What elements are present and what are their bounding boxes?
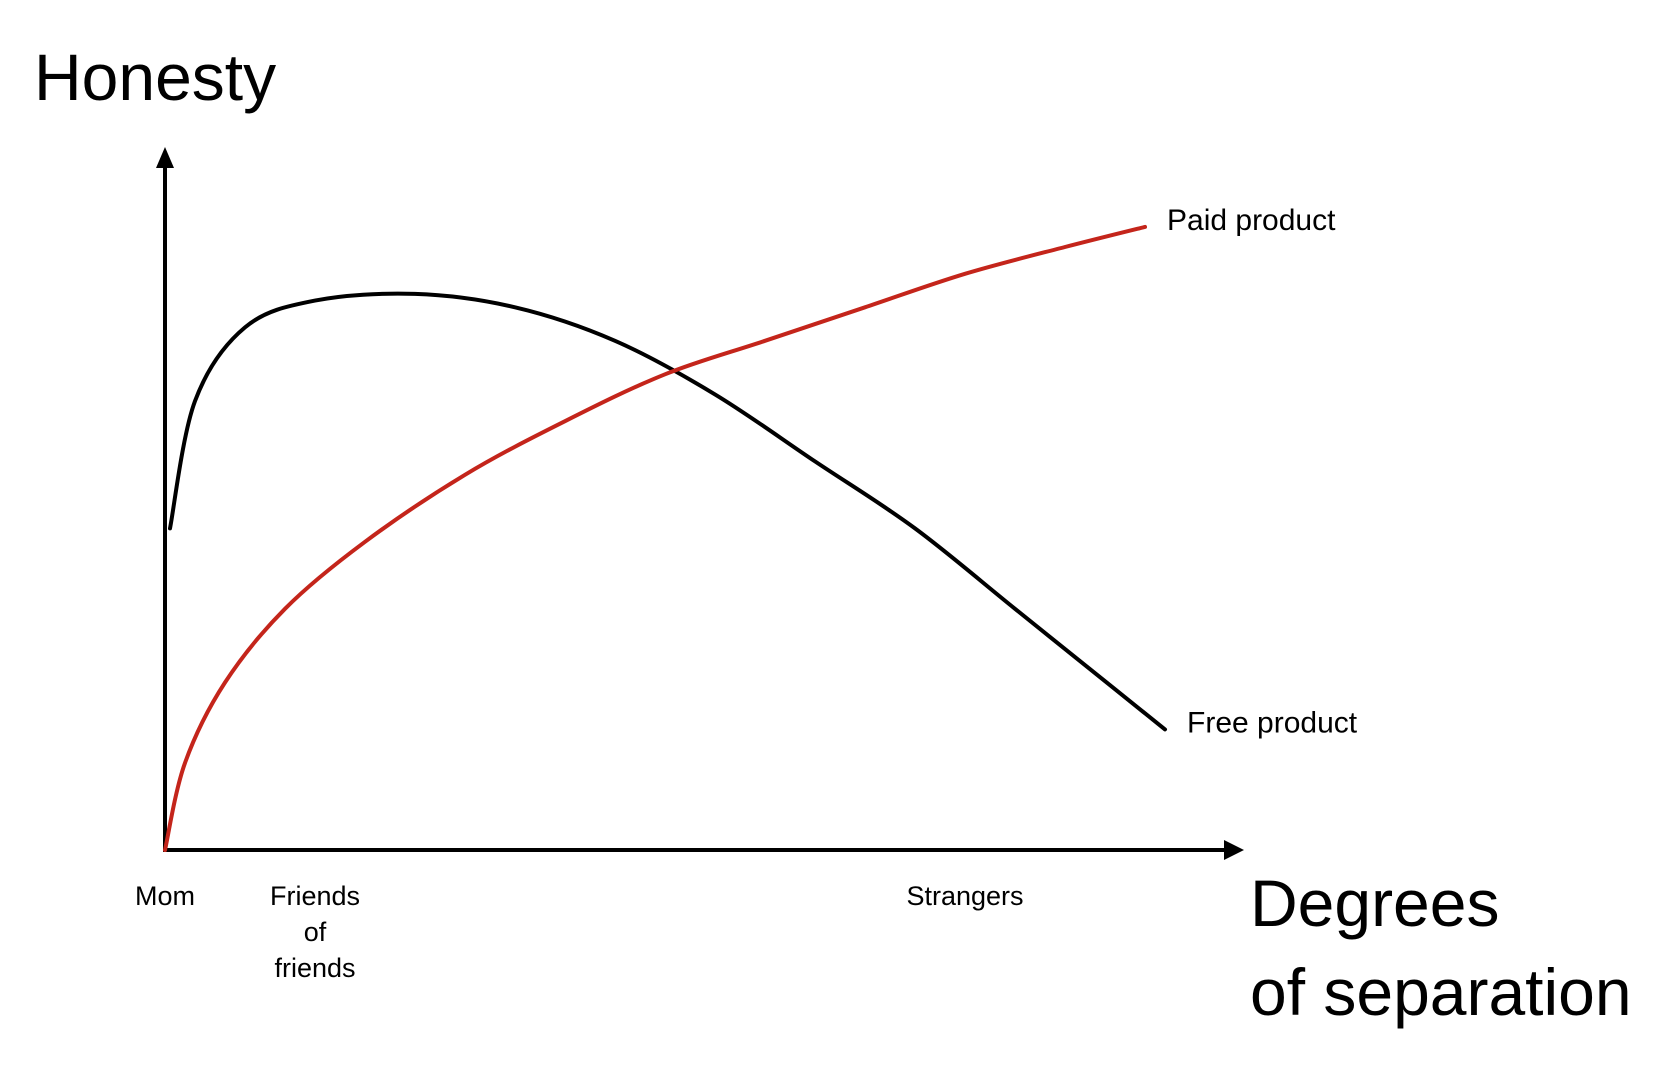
paid-product-label: Paid product xyxy=(1167,204,1336,237)
x-tick-label-line: Strangers xyxy=(906,881,1023,911)
x-tick-label: Mom xyxy=(135,881,195,911)
series-layer: Free product Paid product xyxy=(163,204,1358,852)
x-axis-label-line-1: Degrees xyxy=(1250,866,1499,940)
x-tick-label-line: Friends xyxy=(270,881,360,911)
x-axis-arrow-icon xyxy=(1224,840,1244,860)
y-axis-arrow-icon xyxy=(156,147,174,168)
x-axis-label-line-2: of separation xyxy=(1250,955,1632,1029)
x-tick-label-line: Mom xyxy=(135,881,195,911)
x-tick-label-line: friends xyxy=(274,953,355,983)
x-tick-labels: Mom Friends of friends Strangers xyxy=(135,881,1024,983)
x-tick-label-line: of xyxy=(304,917,327,947)
x-axis-label: Degrees of separation xyxy=(1250,866,1632,1029)
x-tick-label: Friends of friends xyxy=(270,881,360,983)
x-tick-label: Strangers xyxy=(906,881,1023,911)
free-product-label: Free product xyxy=(1187,706,1358,739)
y-axis-label: Honesty xyxy=(34,40,276,114)
free-product-line xyxy=(168,291,1167,732)
paid-product-line xyxy=(163,224,1147,852)
